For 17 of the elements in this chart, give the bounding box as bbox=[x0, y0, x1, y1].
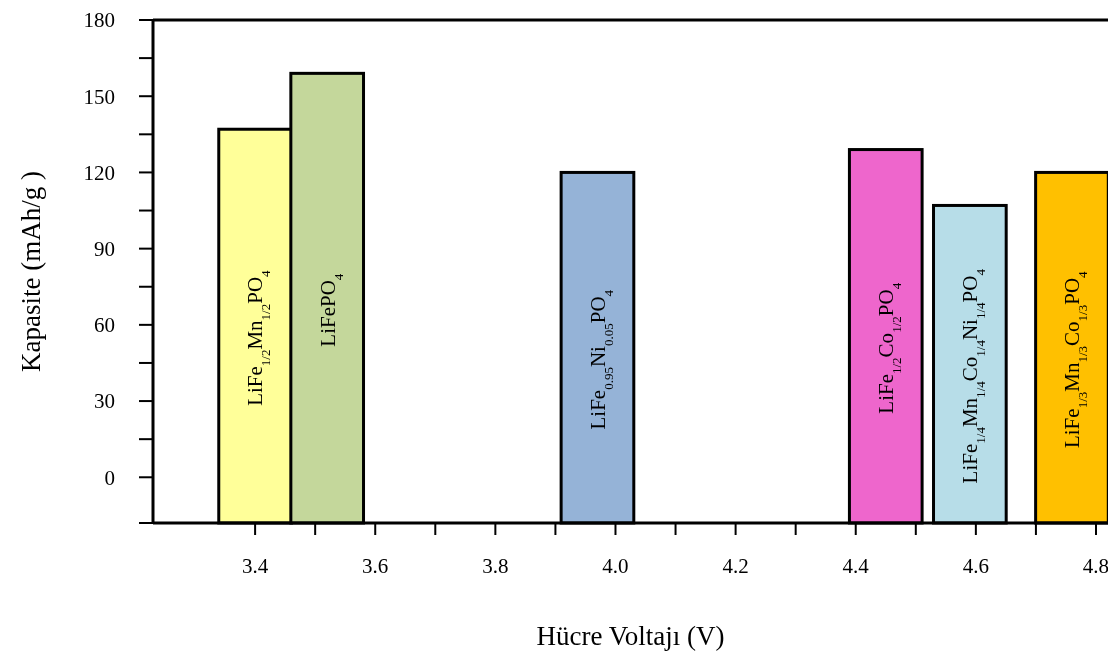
x-tick-label: 3.8 bbox=[482, 554, 509, 578]
x-tick-label: 3.6 bbox=[362, 554, 389, 578]
x-tick-label: 4.2 bbox=[722, 554, 749, 578]
y-tick-label: 90 bbox=[94, 236, 115, 261]
y-tick-label: 30 bbox=[94, 389, 115, 414]
x-tick-label: 3.4 bbox=[241, 554, 269, 578]
y-axis-title: Kapasite (mAh/g ) bbox=[16, 171, 46, 372]
x-tick-label: 4.0 bbox=[602, 554, 629, 578]
y-tick-label: 60 bbox=[94, 313, 115, 338]
x-tick-label: 4.4 bbox=[842, 554, 870, 578]
x-tick-label: 4.8 bbox=[1082, 554, 1108, 578]
y-tick-label: 0 bbox=[104, 465, 115, 490]
y-tick-label: 150 bbox=[83, 84, 115, 109]
x-tick-label: 4.6 bbox=[962, 554, 989, 578]
x-axis-title: Hücre Voltajı (V) bbox=[536, 621, 725, 651]
y-tick-label: 180 bbox=[83, 8, 115, 33]
y-tick-label: 120 bbox=[83, 160, 115, 185]
